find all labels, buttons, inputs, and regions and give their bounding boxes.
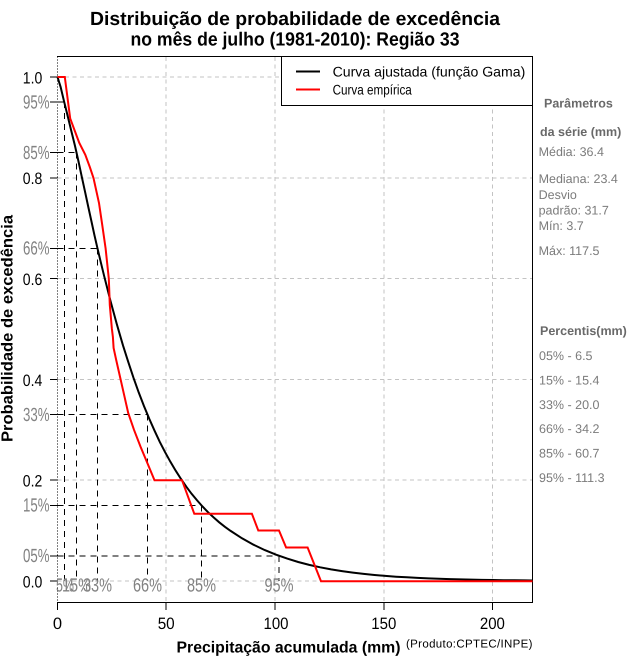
svg-text:0: 0 [53, 615, 62, 633]
svg-text:50: 50 [158, 615, 175, 633]
svg-text:05% - 6.5: 05% - 6.5 [539, 349, 593, 363]
svg-text:0.2: 0.2 [23, 473, 43, 491]
svg-text:Parâmetros: Parâmetros [544, 97, 613, 111]
svg-text:Mín: 3.7: Mín: 3.7 [539, 219, 584, 233]
svg-text:Curva ajustada (função Gama): Curva ajustada (função Gama) [333, 64, 526, 80]
svg-text:15%: 15% [62, 576, 91, 597]
svg-text:15% - 15.4: 15% - 15.4 [539, 373, 600, 387]
svg-text:66% - 34.2: 66% - 34.2 [539, 422, 600, 436]
svg-text:Desvio: Desvio [539, 188, 577, 202]
svg-text:0.0: 0.0 [23, 573, 43, 591]
svg-text:66%: 66% [133, 576, 162, 597]
svg-text:33%: 33% [83, 576, 112, 597]
svg-text:0.4: 0.4 [23, 372, 43, 390]
svg-text:85%: 85% [187, 576, 216, 597]
svg-text:15%: 15% [23, 496, 50, 517]
svg-text:95% - 111.3: 95% - 111.3 [539, 471, 605, 485]
svg-text:Média: 36.4: Média: 36.4 [539, 145, 604, 159]
svg-text:(Produto:CPTEC/INPE): (Produto:CPTEC/INPE) [406, 639, 533, 651]
svg-text:Probabilidade de excedência: Probabilidade de excedência [0, 215, 17, 442]
svg-text:padrão: 31.7: padrão: 31.7 [539, 204, 609, 218]
svg-text:05%: 05% [23, 546, 50, 567]
svg-text:0.8: 0.8 [23, 170, 43, 188]
svg-text:66%: 66% [23, 239, 50, 260]
svg-text:1.0: 1.0 [23, 69, 43, 87]
svg-text:Distribuição de probabilidade: Distribuição de probabilidade de excedên… [90, 9, 500, 30]
svg-text:Percentis(mm): Percentis(mm) [540, 324, 627, 338]
svg-text:da série (mm): da série (mm) [540, 125, 621, 139]
svg-text:Mediana: 23.4: Mediana: 23.4 [539, 172, 618, 186]
svg-text:85% - 60.7: 85% - 60.7 [539, 447, 600, 461]
svg-text:Curva empírica: Curva empírica [333, 82, 412, 98]
svg-text:33% - 20.0: 33% - 20.0 [539, 398, 600, 412]
svg-text:5%: 5% [56, 576, 74, 597]
svg-text:Máx: 117.5: Máx: 117.5 [539, 244, 600, 258]
svg-text:95%: 95% [265, 576, 294, 597]
svg-text:200: 200 [480, 615, 505, 633]
svg-text:95%: 95% [23, 93, 50, 114]
svg-text:33%: 33% [23, 405, 50, 426]
svg-text:0.6: 0.6 [23, 271, 43, 289]
svg-text:no mês de julho (1981-2010): R: no mês de julho (1981-2010): Região 33 [131, 30, 460, 51]
svg-text:150: 150 [371, 615, 396, 633]
svg-text:Precipitação acumulada (mm): Precipitação acumulada (mm) [177, 640, 401, 657]
svg-text:85%: 85% [23, 143, 50, 164]
svg-text:100: 100 [264, 615, 289, 633]
